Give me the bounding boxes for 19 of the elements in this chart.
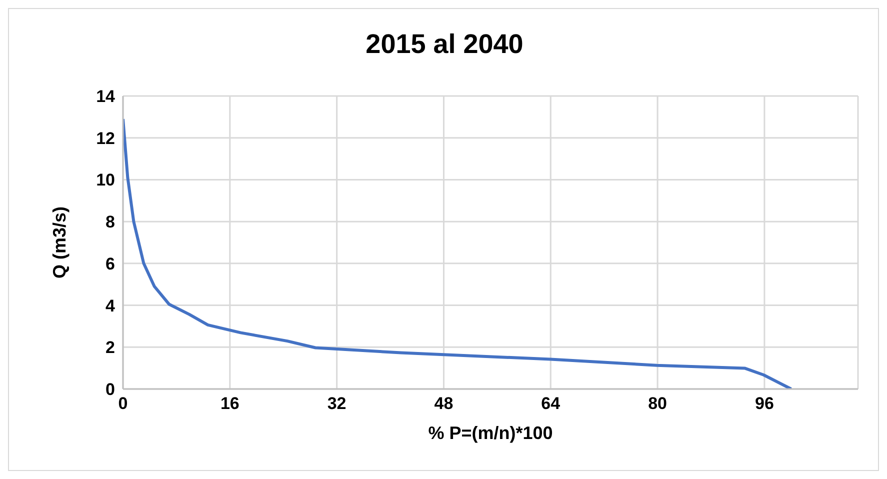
y-axis-title: Q (m3/s) — [49, 206, 70, 279]
y-tick-label: 10 — [96, 170, 115, 190]
y-tick-label: 14 — [96, 87, 116, 106]
line-series — [123, 118, 793, 389]
x-tick-label: 64 — [541, 394, 561, 414]
x-tick-label: 80 — [648, 394, 668, 414]
y-tick-label: 12 — [96, 128, 115, 148]
y-tick-label: 2 — [106, 338, 115, 358]
x-tick-label: 16 — [220, 394, 240, 414]
y-tick-label: 6 — [106, 254, 115, 274]
y-tick-label: 0 — [106, 380, 115, 400]
y-tick-label: 8 — [106, 212, 115, 232]
y-tick-label: 4 — [106, 296, 116, 316]
x-tick-label: 32 — [327, 394, 346, 414]
x-axis-title: % P=(m/n)*100 — [428, 423, 553, 443]
chart-title: 2015 al 2040 — [364, 29, 524, 60]
x-tick-label: 96 — [754, 394, 774, 414]
x-tick-label: 48 — [434, 394, 454, 414]
x-tick-label: 0 — [118, 394, 128, 414]
